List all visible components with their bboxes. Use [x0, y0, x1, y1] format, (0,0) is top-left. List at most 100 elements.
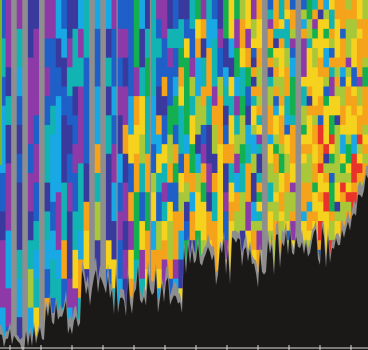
heatmap-cell — [83, 201, 90, 232]
heatmap-cell — [306, 144, 313, 155]
heatmap-cell — [94, 144, 101, 174]
heatmap-cell — [234, 19, 241, 49]
heatmap-cell — [256, 173, 263, 184]
heatmap-cell — [278, 115, 285, 136]
heatmap-cell — [111, 115, 118, 145]
heatmap-cell — [323, 48, 330, 59]
heatmap-cell — [323, 192, 330, 213]
heatmap-cell — [200, 182, 207, 203]
heatmap-cell — [228, 19, 235, 40]
heatmap-cell — [328, 38, 336, 49]
heatmap-cell — [340, 67, 347, 78]
heatmap-cell — [340, 0, 347, 11]
heatmap-cell — [301, 153, 308, 164]
heatmap-cell — [55, 249, 62, 280]
heatmap-cell — [267, 163, 274, 184]
heatmap-cell — [27, 28, 35, 59]
heatmap-cell — [150, 144, 157, 174]
heatmap-cell — [273, 38, 280, 49]
heatmap-cell — [340, 124, 347, 136]
heatmap-cell — [323, 76, 330, 88]
heatmap-cell — [351, 67, 358, 88]
heatmap-cell — [284, 76, 291, 97]
heatmap-cell — [156, 221, 163, 251]
heatmap-cell — [27, 144, 35, 174]
heatmap-cell — [351, 19, 358, 40]
heatmap-cell — [5, 259, 12, 289]
heatmap-cell — [362, 105, 368, 126]
heatmap-cell — [228, 182, 235, 203]
heatmap-cell — [178, 230, 185, 261]
heatmap-cell — [150, 96, 157, 126]
heatmap-cell — [122, 221, 129, 251]
heatmap-cell — [117, 57, 124, 88]
heatmap-cell — [89, 28, 96, 68]
heatmap-cell — [328, 48, 336, 59]
heatmap-cell — [284, 134, 291, 155]
heatmap-cell — [245, 144, 252, 164]
heatmap-cell — [100, 67, 107, 97]
heatmap-cell — [50, 0, 57, 40]
heatmap-cell — [94, 86, 101, 116]
heatmap-cell — [262, 163, 269, 184]
heatmap-cell — [200, 38, 207, 59]
heatmap-cell — [256, 230, 263, 251]
heatmap-cell — [178, 0, 185, 20]
heatmap-cell — [150, 249, 157, 270]
heatmap-cell — [189, 96, 196, 116]
heatmap-cell — [273, 105, 280, 116]
heatmap-cell — [128, 0, 135, 30]
heatmap-cell — [217, 115, 224, 145]
heatmap-cell — [267, 211, 274, 232]
heatmap-cell — [117, 86, 124, 116]
heatmap-cell — [189, 76, 196, 97]
heatmap-cell — [273, 86, 280, 97]
heatmap-cell — [5, 201, 12, 232]
heatmap-cell — [78, 192, 85, 232]
heatmap-cell — [72, 57, 79, 88]
heatmap-cell — [301, 211, 308, 222]
heatmap-cell — [356, 28, 364, 40]
heatmap-cell — [356, 96, 364, 107]
heatmap-cell — [139, 192, 146, 222]
heatmap-cell — [55, 163, 62, 193]
heatmap-cell — [66, 182, 74, 213]
heatmap-cell — [200, 57, 207, 88]
heatmap-cell — [351, 153, 358, 174]
heatmap-cell — [284, 67, 291, 78]
heatmap-cell — [317, 76, 324, 97]
heatmap-cell — [144, 153, 152, 193]
heatmap-cell — [323, 0, 330, 11]
heatmap-cell — [284, 230, 291, 241]
heatmap-cell — [27, 269, 35, 309]
heatmap-cell — [167, 240, 174, 261]
heatmap-cell — [44, 240, 51, 270]
heatmap-cell — [328, 173, 336, 184]
heatmap-cell — [278, 0, 285, 20]
heatmap-cell — [144, 230, 152, 270]
heatmap-cell — [351, 0, 358, 20]
heatmap-cell — [195, 76, 202, 97]
heatmap-cell — [105, 86, 113, 116]
heatmap-cell — [340, 182, 347, 193]
heatmap-cell — [89, 67, 96, 97]
heatmap-cell — [256, 28, 263, 49]
heatmap-cell — [295, 211, 302, 222]
heatmap-cell — [356, 134, 364, 145]
heatmap-cell — [250, 76, 258, 88]
heatmap-cell — [211, 0, 219, 20]
heatmap-cell — [328, 9, 336, 30]
heatmap-cell — [128, 28, 135, 68]
heatmap-cell — [184, 76, 191, 107]
heatmap-cell — [161, 182, 168, 203]
heatmap-cell — [340, 173, 347, 184]
heatmap-cell — [217, 163, 224, 193]
heatmap-cell — [139, 67, 146, 97]
heatmap-cell — [267, 115, 274, 136]
heatmap-cell — [66, 153, 74, 184]
heatmap-cell — [200, 124, 207, 145]
heatmap-cell — [317, 221, 324, 241]
heatmap-cell — [44, 211, 51, 241]
heatmap-cell — [289, 163, 297, 174]
heatmap-cell — [189, 211, 196, 241]
